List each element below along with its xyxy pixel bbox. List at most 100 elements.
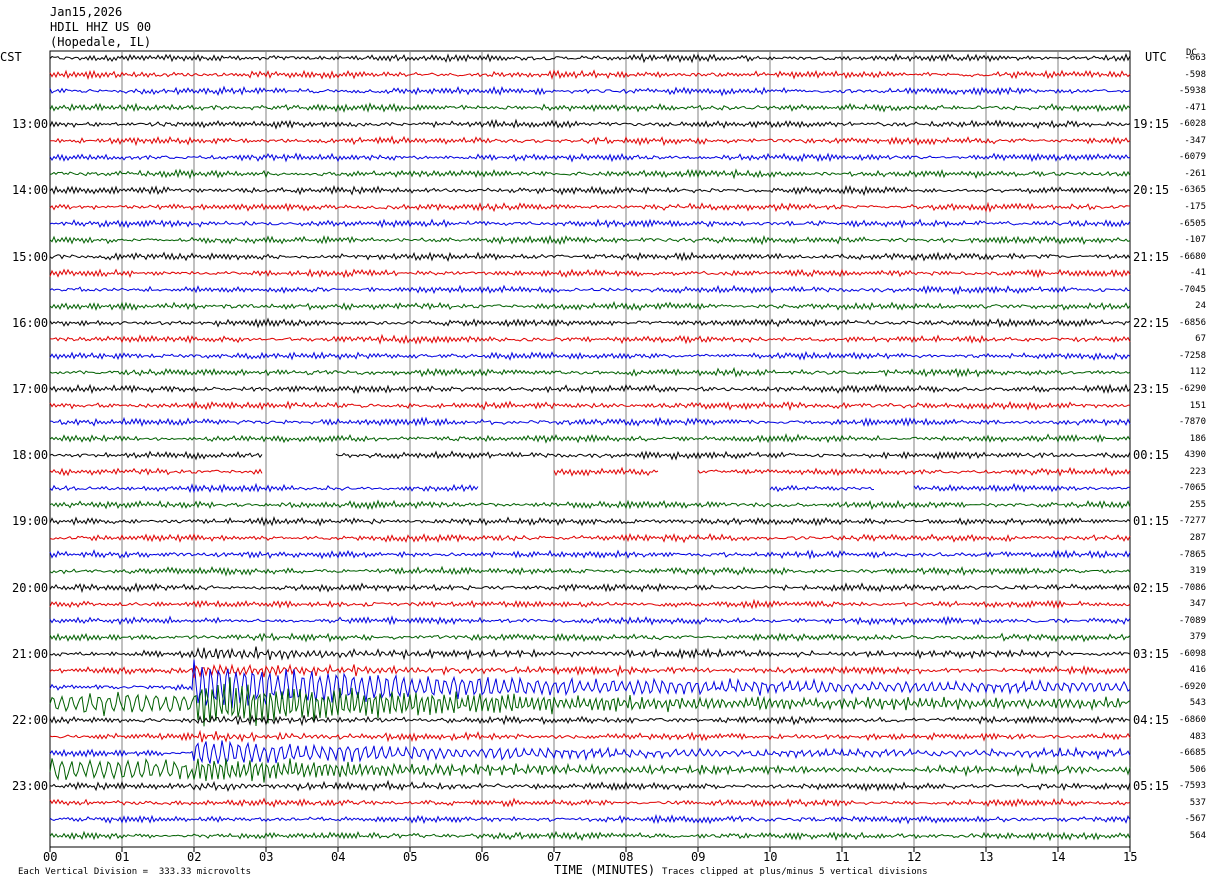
trace-row-38	[49, 659, 1131, 709]
trace-row-23	[49, 433, 1131, 444]
dc-offset-label: -6920	[1178, 681, 1206, 692]
trace-row-33	[49, 598, 1131, 610]
dc-offset-label: -261	[1184, 168, 1206, 179]
x-tick-label: 02	[187, 850, 202, 864]
dc-offset-label: 151	[1189, 400, 1206, 411]
plot-frame	[49, 50, 1131, 848]
trace-row-13	[49, 268, 1131, 279]
x-tick-label: 04	[331, 850, 346, 864]
x-tick-label: 01	[115, 850, 130, 864]
x-tick-label: 11	[835, 850, 850, 864]
trace-row-17	[49, 333, 1131, 345]
dc-offset-label: -7086	[1178, 582, 1206, 593]
left-hour-label: 18:00	[12, 448, 49, 463]
trace-row-0	[49, 52, 1131, 64]
trace-row-5	[49, 135, 1131, 147]
trace-row-42	[49, 740, 1131, 765]
left-hour-label: 17:00	[12, 382, 49, 396]
x-tick-label: 14	[1051, 850, 1066, 864]
dc-offset-label: 4390	[1184, 450, 1206, 461]
trace-row-11	[49, 234, 1131, 246]
trace-row-7	[49, 168, 1131, 180]
right-hour-label: 00:15	[1133, 448, 1170, 463]
right-hour-label: 20:15	[1133, 183, 1170, 198]
dc-offset-label: -107	[1184, 235, 1206, 246]
trace-row-16	[49, 317, 1131, 329]
dc-offset-label: -7258	[1178, 350, 1206, 361]
trace-row-15	[49, 300, 1131, 312]
trace-row-29	[49, 532, 1131, 544]
dc-offset-label: 319	[1189, 566, 1206, 577]
dc-offset-label: -7065	[1178, 483, 1206, 494]
dc-offset-label: 67	[1195, 334, 1206, 345]
trace-row-43	[49, 757, 1131, 783]
trace-row-12	[49, 251, 1131, 262]
left-hour-label: 20:00	[12, 580, 49, 595]
right-hour-label: 23:15	[1133, 382, 1170, 396]
dc-offset-label: -175	[1184, 201, 1206, 212]
trace-row-34	[49, 615, 1131, 626]
x-tick-label: 10	[763, 850, 778, 864]
dc-offset-label: 537	[1189, 797, 1206, 808]
trace-row-14	[49, 284, 1131, 296]
dc-offset-label: -663	[1184, 53, 1206, 63]
right-hour-label: 04:15	[1133, 713, 1170, 727]
dc-offset-label: 287	[1189, 532, 1206, 543]
dc-offset-label: -6505	[1178, 218, 1206, 229]
trace-row-6	[49, 152, 1131, 163]
dc-offset-label: 186	[1189, 433, 1206, 444]
dc-offset-label: 543	[1189, 698, 1206, 709]
dc-offset-label: -6290	[1178, 384, 1206, 394]
dc-offset-label: -6680	[1178, 251, 1206, 262]
dc-offset-label: -347	[1184, 135, 1206, 146]
right-hour-label: 01:15	[1133, 514, 1170, 529]
left-hour-label: 23:00	[12, 779, 49, 794]
right-hour-label: 21:15	[1133, 249, 1170, 264]
dc-offset-label: -7277	[1178, 516, 1206, 527]
dc-offset-label: -41	[1189, 268, 1206, 279]
trace-row-19	[49, 366, 1131, 379]
trace-row-8	[49, 184, 1131, 197]
dc-offset-label: 379	[1189, 632, 1206, 643]
vertical-division-note: Each Vertical Division = 333.33 microvol…	[18, 867, 251, 877]
right-hour-label: 19:15	[1133, 117, 1170, 132]
dc-offset-label: 506	[1189, 764, 1206, 775]
trace-row-18	[49, 350, 1131, 361]
dc-offset-label: -6365	[1178, 185, 1206, 196]
dc-offset-label: -567	[1184, 814, 1206, 825]
dc-offset-label: -7870	[1178, 417, 1206, 428]
trace-row-37	[49, 663, 1131, 679]
trace-row-9	[49, 201, 1131, 213]
dc-offset-label: -7593	[1178, 781, 1206, 792]
dc-offset-label: -7045	[1178, 284, 1206, 295]
left-hour-label: 14:00	[12, 183, 49, 198]
header-date: Jan15,2026	[50, 5, 123, 19]
trace-row-30	[49, 549, 1131, 560]
trace-row-27	[49, 499, 1131, 511]
trace-row-36	[49, 646, 1131, 661]
trace-row-28	[49, 516, 1131, 527]
dc-offset-label: -6860	[1178, 715, 1206, 725]
dc-offset-label: 564	[1189, 830, 1206, 841]
dc-offset-label: 483	[1189, 731, 1206, 742]
dc-offset-label: -471	[1184, 102, 1206, 113]
trace-row-2	[49, 85, 1131, 97]
trace-row-20	[49, 383, 1131, 395]
trace-row-21	[49, 400, 1131, 412]
right-timezone-label: UTC	[1145, 50, 1167, 64]
x-tick-label: 15	[1123, 850, 1138, 864]
trace-row-44	[49, 779, 1131, 793]
header-location: (Hopedale, IL)	[50, 35, 152, 49]
dc-offset-label: 347	[1189, 599, 1206, 610]
trace-row-32	[49, 582, 1131, 594]
header-station: HDIL HHZ US 00	[50, 20, 152, 34]
x-tick-label: 12	[907, 850, 922, 864]
left-hour-label: 19:00	[12, 514, 49, 529]
x-tick-label: 07	[547, 850, 562, 864]
dc-offset-label: -7865	[1178, 549, 1206, 560]
dc-label: DC	[1186, 48, 1197, 58]
trace-row-40	[49, 714, 1131, 727]
left-hour-label: 16:00	[12, 315, 49, 330]
x-tick-label: 08	[619, 850, 634, 864]
